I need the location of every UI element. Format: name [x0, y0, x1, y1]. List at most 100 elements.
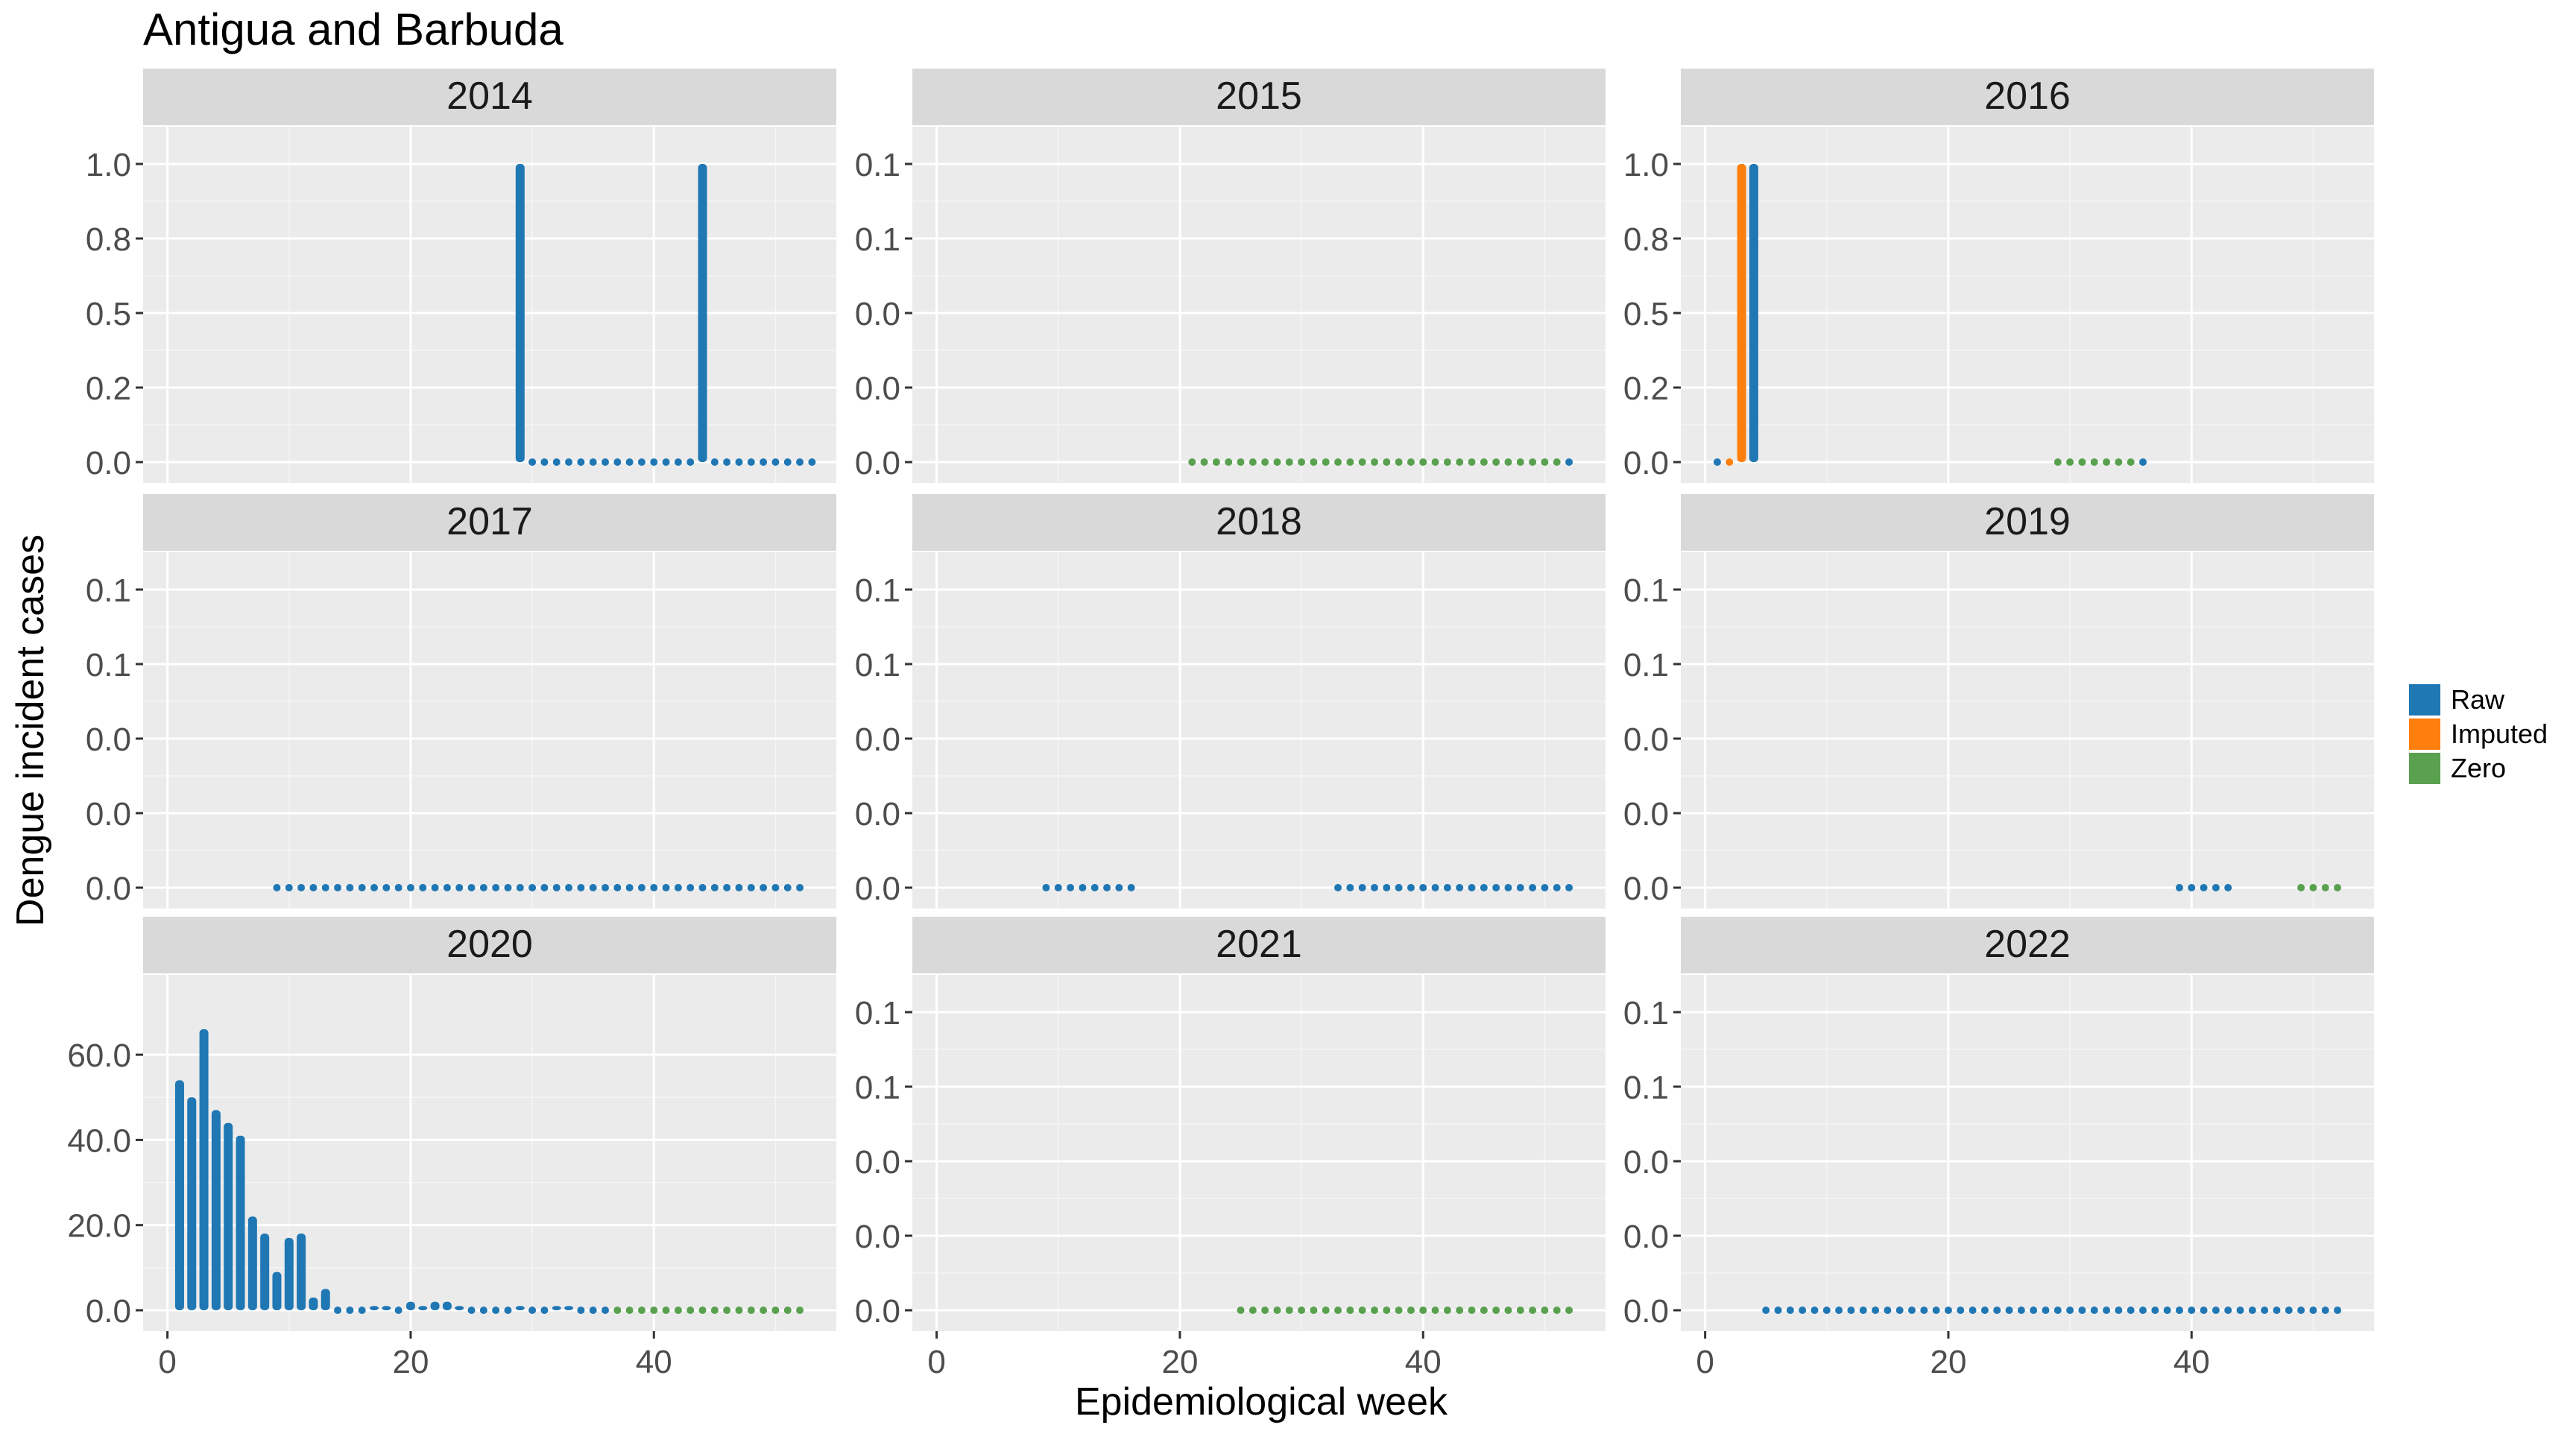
bar-raw: [211, 1110, 221, 1310]
point-raw: [2309, 1307, 2317, 1314]
point-zero: [1407, 458, 1415, 466]
x-tick-label: 0: [158, 1344, 176, 1380]
point-raw: [1419, 884, 1427, 891]
point-raw: [492, 884, 500, 891]
y-tick-label: 0.8: [86, 221, 131, 258]
point-raw: [467, 1307, 476, 1314]
y-tick-label: 0.1: [1623, 647, 1669, 683]
y-tick-label: 0.0: [86, 721, 131, 758]
y-tick-label: 0.1: [855, 1070, 900, 1106]
legend-swatch-imputed: [2409, 718, 2440, 750]
bar-raw: [272, 1272, 282, 1310]
y-axis-label: Dengue incident cases: [9, 534, 52, 926]
point-raw: [1944, 1307, 1952, 1314]
point-raw: [443, 884, 451, 891]
plot-background: [143, 127, 836, 483]
bar-raw: [455, 1306, 464, 1310]
point-imputed: [1726, 458, 1734, 466]
y-tick-label: 0.1: [855, 147, 900, 183]
facet-strip-label: 2021: [1216, 923, 1302, 966]
legend-label-zero: Zero: [2451, 753, 2506, 783]
point-raw: [723, 884, 731, 891]
point-zero: [1298, 458, 1306, 466]
point-zero: [1237, 1307, 1245, 1314]
point-raw: [2139, 458, 2147, 466]
bar-raw: [199, 1029, 209, 1310]
point-zero: [2066, 458, 2074, 466]
point-raw: [1553, 884, 1561, 891]
point-zero: [650, 1307, 658, 1314]
point-raw: [382, 884, 391, 891]
point-raw: [796, 458, 804, 466]
point-zero: [1261, 458, 1269, 466]
point-raw: [1358, 884, 1366, 891]
y-tick-label: 40.0: [67, 1122, 131, 1159]
bar-raw: [187, 1097, 197, 1310]
point-zero: [735, 1307, 743, 1314]
facet-strip: [912, 69, 1606, 125]
bar-raw: [174, 1080, 184, 1310]
point-zero: [1225, 458, 1233, 466]
point-zero: [1200, 458, 1208, 466]
point-zero: [1237, 458, 1245, 466]
point-zero: [2078, 458, 2086, 466]
point-raw: [735, 884, 743, 891]
point-zero: [1456, 1307, 1464, 1314]
facet-panel-2016: 2016 0.0 0.2 0.5 0.8 1.0: [1623, 69, 2374, 483]
point-raw: [394, 884, 402, 891]
y-tick-label: 1.0: [86, 147, 131, 183]
point-zero: [1346, 1307, 1354, 1314]
y-tick-label: 0.8: [1623, 221, 1669, 258]
point-raw: [1407, 884, 1415, 891]
point-zero: [2115, 458, 2123, 466]
point-raw: [2212, 1307, 2220, 1314]
point-zero: [1541, 1307, 1549, 1314]
point-raw: [1383, 884, 1391, 891]
point-raw: [2115, 1307, 2123, 1314]
point-raw: [783, 458, 792, 466]
point-zero: [1358, 1307, 1366, 1314]
point-raw: [1713, 458, 1721, 466]
point-raw: [760, 458, 768, 466]
point-raw: [1371, 884, 1378, 891]
plot-background: [143, 552, 836, 909]
bar-raw: [442, 1301, 452, 1310]
point-raw: [540, 458, 549, 466]
point-raw: [771, 884, 780, 891]
x-tick-label: 20: [1161, 1344, 1198, 1380]
point-raw: [577, 1307, 585, 1314]
point-raw: [1847, 1307, 1855, 1314]
point-raw: [808, 458, 816, 466]
point-raw: [552, 458, 561, 466]
point-raw: [2188, 1307, 2196, 1314]
point-zero: [723, 1307, 731, 1314]
point-raw: [1980, 1307, 1989, 1314]
x-tick-label: 20: [392, 1344, 429, 1380]
point-zero: [1322, 458, 1330, 466]
point-raw: [686, 458, 695, 466]
point-raw: [1822, 1307, 1831, 1314]
facet-panel-2020: 2020 0 20 40 0.0 20.0 40.0 60.0: [67, 917, 836, 1380]
facet-strip: [1681, 917, 2374, 973]
point-zero: [1504, 1307, 1512, 1314]
point-raw: [698, 884, 707, 891]
point-raw: [1920, 1307, 1928, 1314]
point-raw: [2163, 1307, 2171, 1314]
point-raw: [406, 884, 414, 891]
y-tick-label: 0.0: [855, 370, 900, 407]
point-raw: [662, 458, 670, 466]
bar-raw: [515, 164, 525, 462]
y-tick-label: 0.2: [86, 370, 131, 407]
point-zero: [1431, 1307, 1439, 1314]
y-tick-label: 0.2: [1623, 370, 1669, 407]
point-zero: [1529, 458, 1537, 466]
point-raw: [504, 884, 512, 891]
plot-background: [912, 975, 1606, 1331]
point-raw: [1908, 1307, 1916, 1314]
point-raw: [297, 884, 306, 891]
point-raw: [589, 458, 597, 466]
point-raw: [516, 884, 524, 891]
point-raw: [1079, 884, 1087, 891]
facet-strip: [912, 917, 1606, 973]
point-zero: [2334, 884, 2342, 891]
